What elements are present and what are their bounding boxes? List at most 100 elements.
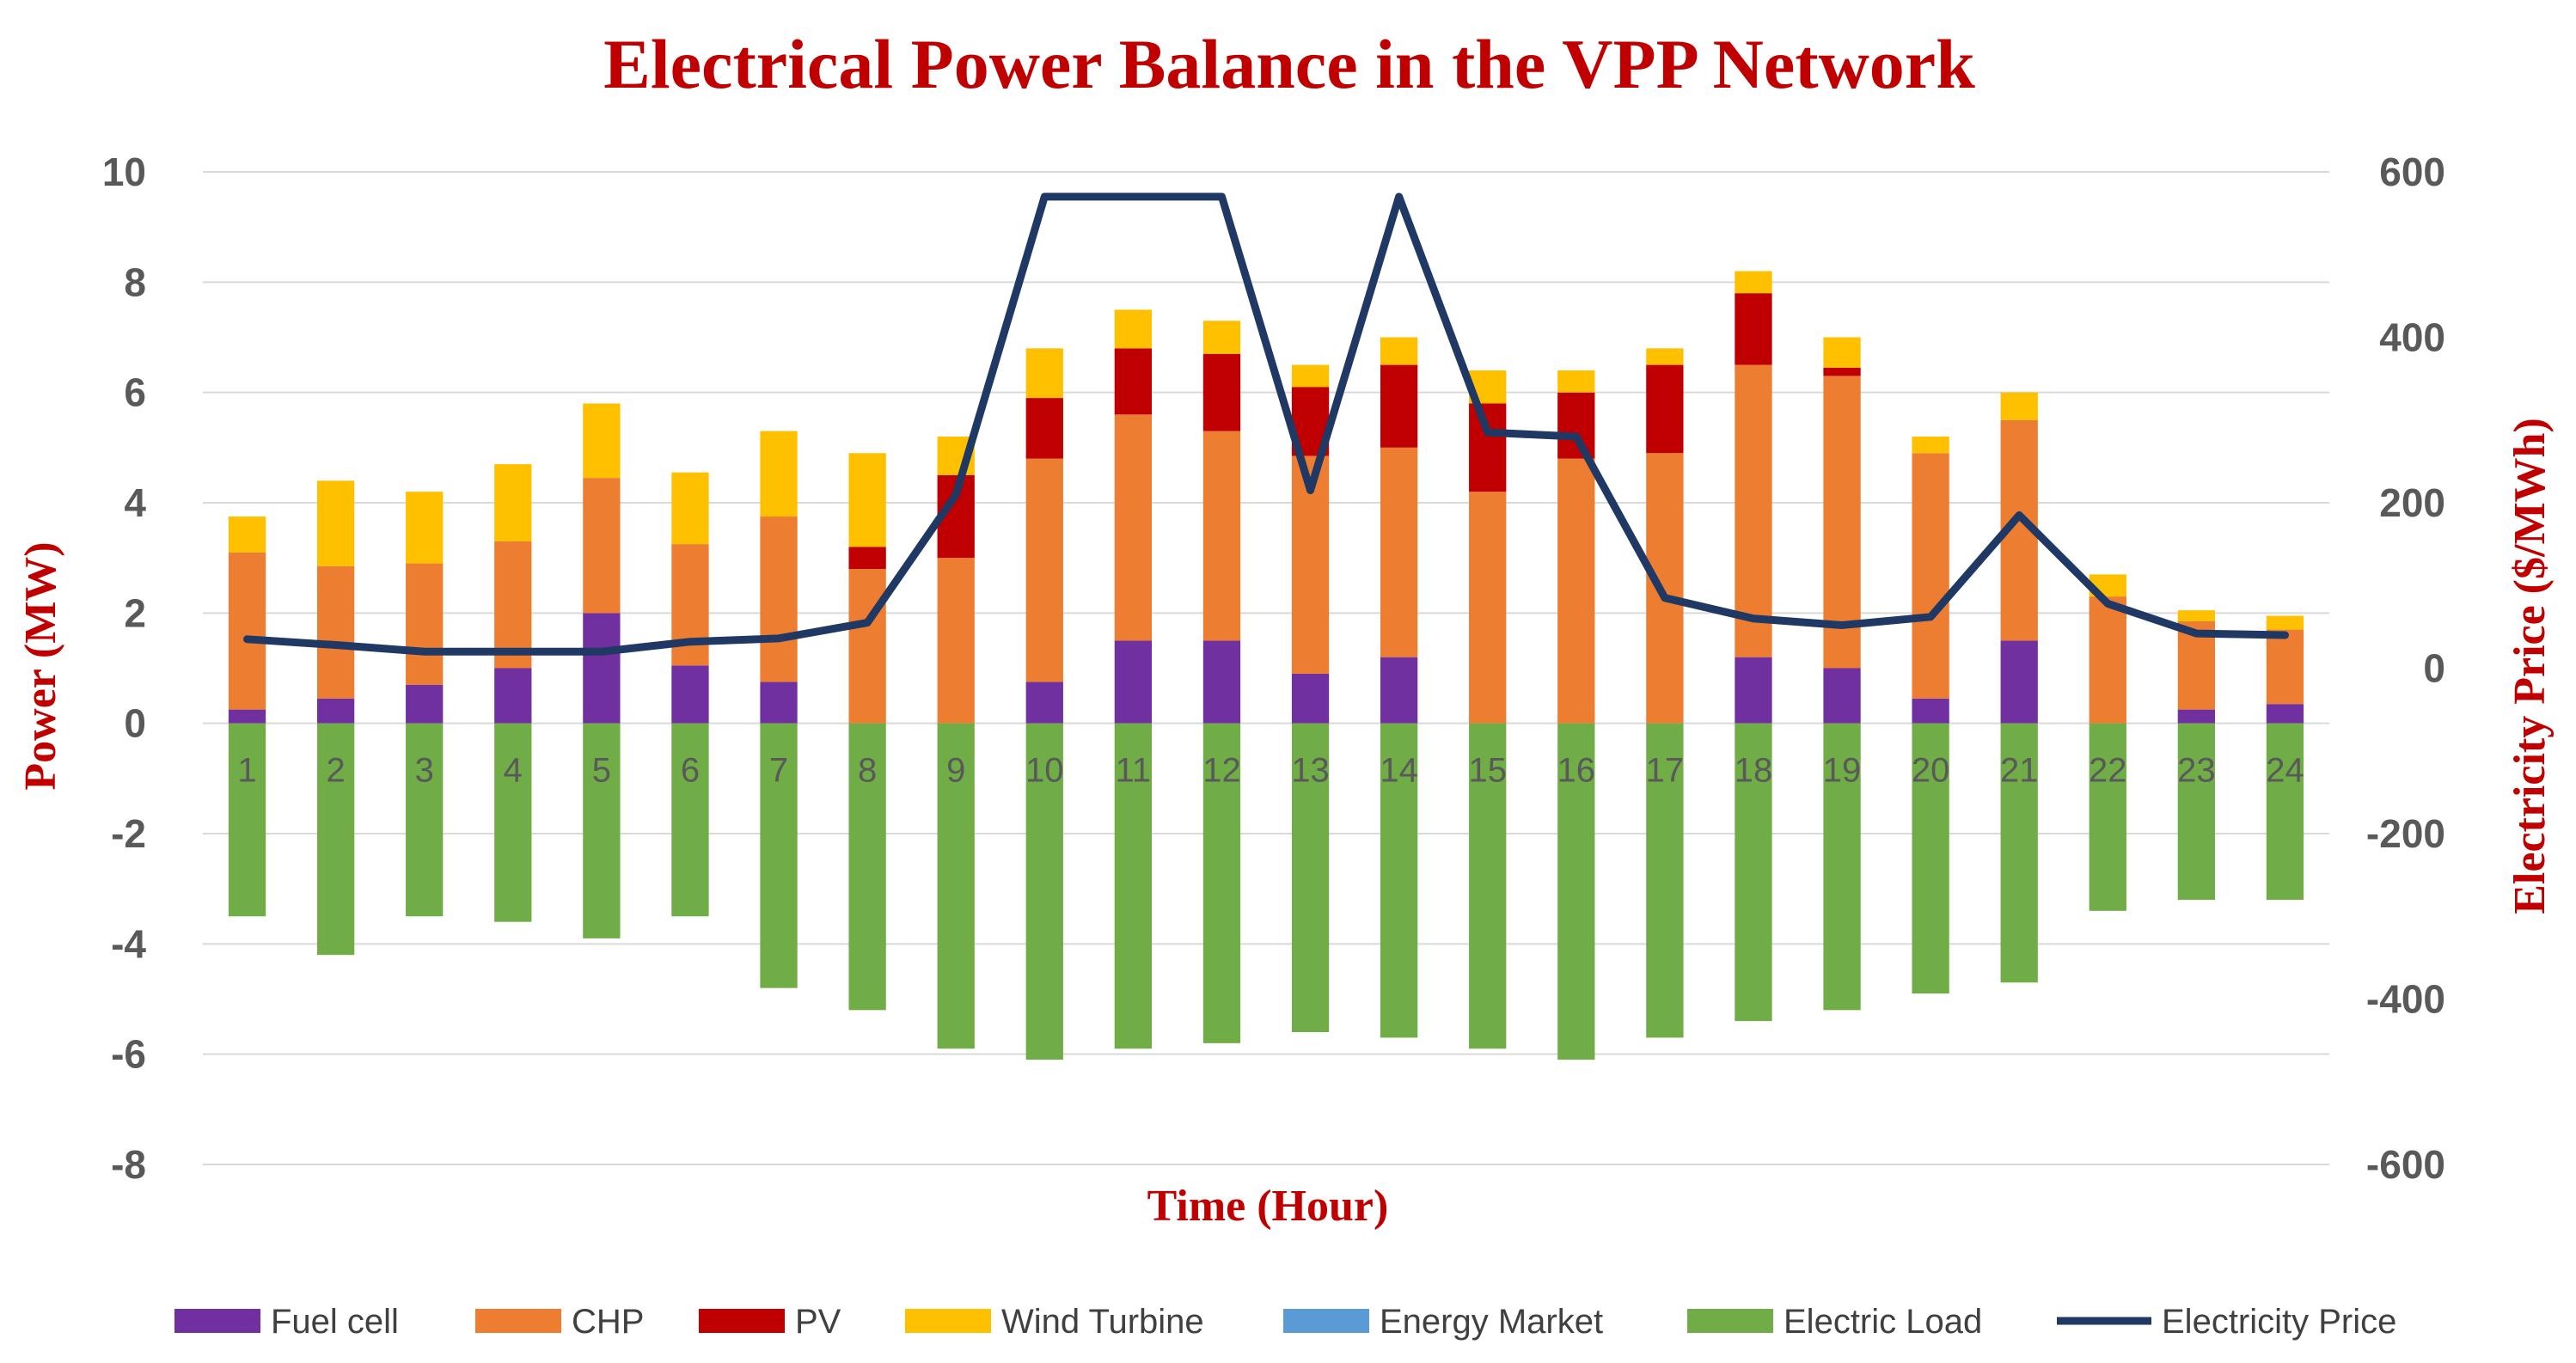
bar-electric-load [1469, 723, 1507, 1049]
bar-electric-load [1557, 723, 1595, 1060]
bar-wind-turbine [1735, 271, 1772, 294]
legend-swatch-energy-market [1283, 1309, 1369, 1333]
bar-chp [2089, 596, 2126, 724]
bar-wind-turbine [2000, 392, 2038, 420]
legend-label-wind-turbine: Wind Turbine [1001, 1303, 1204, 1341]
x-tick-label: 21 [2000, 752, 2039, 790]
legend-label-fuel-cell: Fuel cell [271, 1303, 399, 1341]
x-tick-label: 18 [1735, 752, 1773, 790]
bar-electric-load [1912, 723, 1949, 994]
bar-fuel-cell [1202, 640, 1241, 724]
y-tick-label: 8 [124, 260, 146, 304]
bar-chp [848, 569, 886, 724]
bar-fuel-cell [1114, 640, 1153, 724]
bar-wind-turbine [1557, 370, 1595, 393]
bar-electric-load [583, 723, 621, 938]
bar-pv [1735, 293, 1772, 365]
x-tick-label: 8 [858, 752, 877, 790]
x-tick-label: 9 [946, 752, 965, 790]
bar-fuel-cell [671, 665, 709, 724]
y2-axis-title: Electricity Price ($/MWh) [2506, 418, 2555, 914]
x-tick-label: 3 [415, 752, 434, 790]
x-tick-label: 11 [1116, 752, 1152, 790]
bar-fuel-cell [583, 613, 621, 724]
bar-chp [228, 552, 266, 710]
bar-chp [1735, 364, 1772, 657]
bar-fuel-cell [2266, 704, 2304, 724]
y-tick-label: 6 [124, 370, 146, 415]
y2-tick-label: 400 [2379, 315, 2445, 360]
bar-wind-turbine [228, 516, 266, 553]
bar-electric-load [1202, 723, 1241, 1043]
y2-tick-label: -200 [2366, 811, 2445, 856]
x-tick-label: 13 [1291, 752, 1330, 790]
bar-fuel-cell [316, 698, 355, 724]
bar-wind-turbine [316, 480, 355, 566]
legend-swatch-fuel-cell [174, 1309, 260, 1333]
gridlines [203, 171, 2329, 1165]
bar-chp [494, 541, 532, 669]
bar-electric-load [2177, 723, 2216, 900]
bar-wind-turbine [2177, 610, 2216, 621]
bar-chp [1202, 431, 1241, 641]
x-tick-label: 7 [769, 752, 788, 790]
bar-electric-load [1380, 723, 1418, 1038]
x-tick-label: 1 [237, 752, 256, 790]
y2-tick-label: 200 [2379, 480, 2445, 525]
x-tick-label: 10 [1025, 752, 1064, 790]
y2-tick-label: 0 [2423, 646, 2445, 691]
bar-wind-turbine [1291, 364, 1330, 388]
y2-tick-label: -600 [2366, 1142, 2445, 1187]
legend-swatch-electric-load [1687, 1309, 1773, 1333]
bar-fuel-cell [228, 709, 266, 724]
bar-wind-turbine [1114, 309, 1153, 349]
bar-chp [316, 565, 355, 699]
bar-electric-load [1735, 723, 1772, 1022]
bar-pv [1823, 367, 1861, 376]
bar-pv [1114, 348, 1153, 415]
x-tick-label: 2 [327, 752, 346, 790]
legend-swatch-wind-turbine [905, 1309, 991, 1333]
y2-tick-label: -400 [2366, 977, 2445, 1022]
legend-label-pv: PV [795, 1303, 841, 1341]
bar-chp [1469, 492, 1507, 724]
x-tick-label: 5 [592, 752, 611, 790]
bar-chp [937, 558, 975, 724]
x-tick-label: 19 [1823, 752, 1862, 790]
bar-chp [1557, 458, 1595, 724]
bar-chp [760, 516, 798, 682]
bar-electric-load [494, 723, 532, 922]
bar-electric-load [848, 723, 886, 1011]
bar-fuel-cell [494, 668, 532, 724]
bar-fuel-cell [1912, 698, 1949, 724]
bar-fuel-cell [1823, 668, 1861, 724]
bar-fuel-cell [2177, 709, 2216, 724]
bar-fuel-cell [1735, 657, 1772, 724]
bar-fuel-cell [1025, 682, 1063, 724]
price-line-series [243, 193, 2289, 656]
legend-label-chp: CHP [572, 1303, 644, 1341]
x-tick-label: 15 [1468, 752, 1507, 790]
bar-chp [1823, 376, 1861, 669]
bar-chp [2266, 629, 2304, 705]
bar-chp [1025, 458, 1063, 682]
x-axis-title: Time (Hour) [1147, 1182, 1389, 1231]
x-tick-label: 23 [2177, 752, 2216, 790]
x-tick-labels: 1 2 3 4 5 6 7 8 9 10 11 12 13 14 15 16 17 18 19 20 21 22 23 24 [237, 752, 2304, 790]
bar-wind-turbine [1025, 348, 1063, 399]
bar-pv [1469, 403, 1507, 492]
bar-pv [848, 547, 886, 569]
bar-wind-turbine [1823, 337, 1861, 368]
bar-electric-load [937, 723, 975, 1049]
x-tick-label: 20 [1912, 752, 1950, 790]
x-tick-label: 14 [1380, 752, 1418, 790]
legend-swatch-pv [699, 1309, 785, 1333]
legend-swatch-chp [475, 1309, 561, 1333]
bar-wind-turbine [848, 453, 886, 547]
bar-fuel-cell [1291, 673, 1330, 724]
bar-wind-turbine [1202, 321, 1241, 354]
bar-chp [1114, 414, 1153, 641]
y-tick-label: 10 [102, 150, 146, 194]
